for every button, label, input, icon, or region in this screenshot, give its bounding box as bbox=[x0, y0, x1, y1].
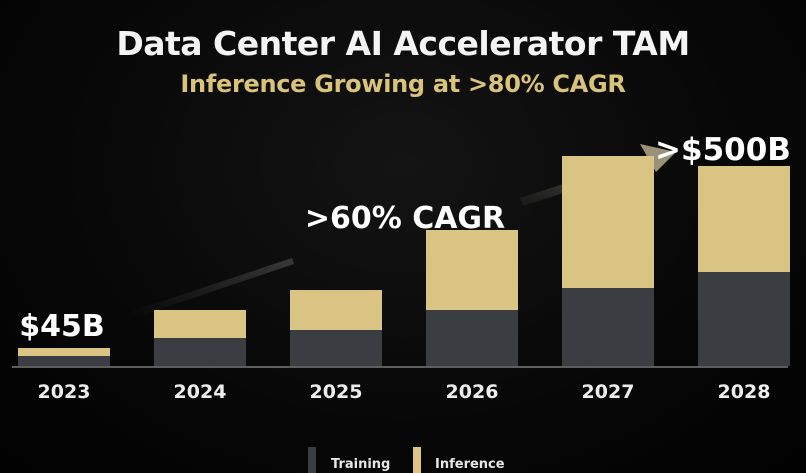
annotation-start-value: $45B bbox=[19, 309, 105, 344]
bar-group bbox=[18, 156, 790, 366]
x-tick-label-2023: 2023 bbox=[38, 381, 91, 403]
bar-inference-2026 bbox=[426, 230, 518, 310]
chart-subtitle: Inference Growing at >80% CAGR bbox=[180, 70, 626, 98]
chart-title: Data Center AI Accelerator TAM bbox=[116, 24, 690, 63]
bar-inference-2024 bbox=[154, 310, 246, 338]
x-tick-label-2026: 2026 bbox=[446, 381, 499, 403]
bar-training-2026 bbox=[426, 310, 518, 366]
legend-label-inference: Inference bbox=[435, 457, 505, 472]
bar-inference-2027 bbox=[562, 156, 654, 288]
bar-training-2027 bbox=[562, 288, 654, 366]
bar-training-2024 bbox=[154, 338, 246, 366]
growth-arrow-lower bbox=[130, 258, 294, 318]
x-tick-label-2028: 2028 bbox=[718, 381, 771, 403]
bar-training-2028 bbox=[698, 272, 790, 366]
bar-inference-2023 bbox=[18, 348, 110, 356]
legend: Training Inference bbox=[308, 447, 505, 473]
bar-training-2023 bbox=[18, 356, 110, 366]
annotation-middle-growth: >60% CAGR bbox=[305, 201, 505, 236]
x-tick-labels: 2023 2024 2025 2026 2027 2028 bbox=[38, 381, 771, 403]
annotation-end-value: >$500B bbox=[655, 132, 791, 168]
bar-inference-2028 bbox=[698, 166, 790, 272]
legend-swatch-inference bbox=[413, 447, 421, 473]
bar-training-2025 bbox=[290, 330, 382, 366]
x-tick-label-2027: 2027 bbox=[582, 381, 635, 403]
bar-inference-2025 bbox=[290, 290, 382, 330]
x-tick-label-2025: 2025 bbox=[310, 381, 363, 403]
x-tick-label-2024: 2024 bbox=[174, 381, 227, 403]
legend-label-training: Training bbox=[331, 457, 390, 472]
legend-swatch-training bbox=[308, 447, 316, 473]
